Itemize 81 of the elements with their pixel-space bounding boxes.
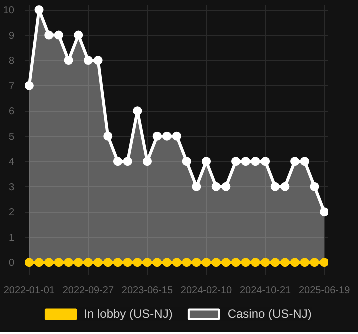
point bbox=[142, 258, 152, 268]
point bbox=[290, 258, 300, 268]
point bbox=[44, 30, 54, 40]
point bbox=[300, 258, 310, 268]
point bbox=[310, 258, 320, 268]
point bbox=[172, 132, 182, 141]
legend-label: Casino (US-NJ) bbox=[228, 307, 312, 321]
point bbox=[192, 182, 202, 192]
point bbox=[94, 56, 103, 66]
point bbox=[241, 157, 250, 166]
point bbox=[261, 258, 270, 268]
y-tick-label: 9 bbox=[8, 30, 15, 42]
point bbox=[172, 258, 182, 268]
point bbox=[64, 258, 74, 268]
point bbox=[34, 6, 44, 15]
point bbox=[280, 258, 290, 268]
point bbox=[261, 157, 270, 166]
point bbox=[232, 258, 241, 268]
point bbox=[133, 106, 142, 116]
point bbox=[113, 258, 122, 268]
y-tick-label: 2 bbox=[8, 208, 15, 219]
y-tick-label: 10 bbox=[3, 6, 15, 17]
point bbox=[162, 258, 172, 268]
point bbox=[34, 258, 44, 268]
x-tick-label: 2022-01-01 bbox=[4, 286, 56, 296]
point bbox=[320, 258, 328, 268]
point bbox=[123, 258, 132, 268]
point bbox=[280, 182, 290, 192]
point bbox=[270, 258, 280, 268]
x-tick-label: 2024-10-21 bbox=[240, 286, 292, 296]
point bbox=[94, 258, 103, 268]
point bbox=[152, 258, 162, 268]
point bbox=[64, 56, 74, 66]
point bbox=[222, 182, 231, 192]
point bbox=[212, 182, 221, 192]
point bbox=[222, 258, 231, 268]
x-tick-label: 2025-06-19 bbox=[298, 286, 351, 296]
point bbox=[202, 157, 212, 166]
point bbox=[212, 258, 221, 268]
y-tick-label: 0 bbox=[8, 258, 15, 270]
point bbox=[241, 258, 250, 268]
y-tick-label: 8 bbox=[8, 56, 15, 68]
point bbox=[270, 182, 280, 192]
point bbox=[320, 208, 328, 217]
y-tick-label: 7 bbox=[8, 81, 15, 92]
point bbox=[290, 157, 300, 166]
point bbox=[26, 81, 34, 90]
point bbox=[104, 258, 113, 268]
point bbox=[251, 258, 260, 268]
point bbox=[113, 157, 122, 166]
point bbox=[300, 157, 310, 166]
point bbox=[26, 258, 34, 268]
point bbox=[133, 258, 142, 268]
point bbox=[74, 258, 84, 268]
point bbox=[104, 132, 113, 141]
x-tick-label: 2023-06-15 bbox=[122, 286, 174, 296]
point bbox=[152, 132, 162, 141]
point bbox=[123, 157, 132, 166]
y-tick-label: 1 bbox=[8, 232, 15, 244]
point bbox=[84, 258, 93, 268]
point bbox=[182, 157, 192, 166]
point bbox=[232, 157, 241, 166]
x-tick-label: 2024-02-10 bbox=[180, 286, 233, 296]
point bbox=[202, 258, 212, 268]
point bbox=[162, 132, 172, 141]
point bbox=[84, 56, 93, 66]
point bbox=[182, 258, 192, 268]
legend-label: In lobby (US-NJ) bbox=[84, 307, 173, 321]
point bbox=[142, 157, 152, 166]
point bbox=[54, 30, 64, 40]
point bbox=[310, 182, 320, 192]
x-tick-label: 2022-09-27 bbox=[62, 286, 114, 296]
point bbox=[44, 258, 54, 268]
y-tick-label: 6 bbox=[8, 106, 15, 118]
y-tick-label: 3 bbox=[8, 182, 15, 194]
y-tick-label: 5 bbox=[8, 132, 15, 143]
point bbox=[54, 258, 64, 268]
y-tick-label: 4 bbox=[8, 157, 15, 168]
point bbox=[74, 30, 84, 40]
point bbox=[251, 157, 260, 166]
point bbox=[192, 258, 202, 268]
